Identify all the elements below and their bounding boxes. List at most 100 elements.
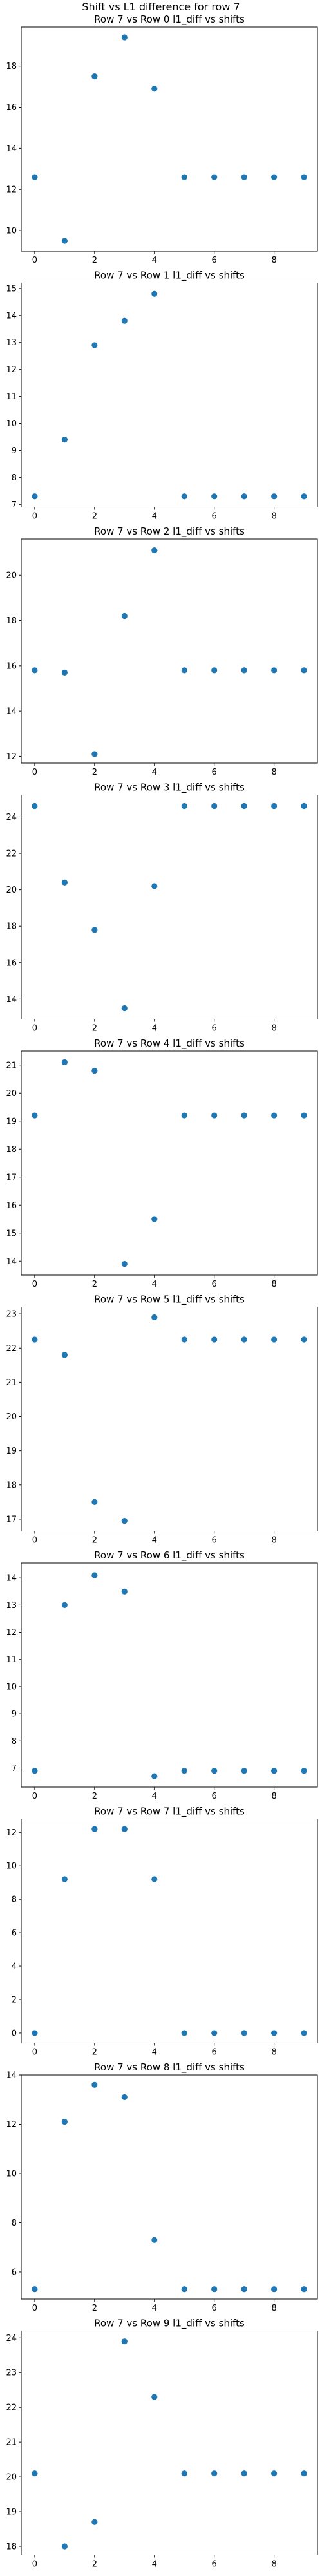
- chart-4-point: [151, 1216, 158, 1222]
- chart-4-title: Row 7 vs Row 4 l1_diff vs shifts: [94, 1037, 245, 1050]
- chart-6-ytick-label: 13: [6, 1601, 17, 1611]
- chart-8-xtick-label: 4: [152, 2304, 157, 2313]
- chart-4-point: [181, 1112, 187, 1119]
- chart-3-xtick-label: 2: [92, 1024, 97, 1034]
- chart-4-ytick-label: 18: [6, 1145, 17, 1155]
- chart-9-point: [271, 2470, 278, 2477]
- chart-2-point: [32, 667, 38, 674]
- chart-5-point: [61, 1352, 68, 1358]
- chart-4-point: [121, 1261, 128, 1267]
- chart-2-plot-frame: [21, 538, 318, 764]
- chart-6-ytick-label: 12: [6, 1628, 17, 1638]
- chart-0-point: [61, 238, 68, 244]
- chart-7-point: [151, 1876, 158, 1882]
- chart-3-point: [241, 802, 247, 810]
- chart-1-ytick-label: 8: [12, 473, 17, 483]
- chart-9-plot-frame: [21, 2331, 318, 2555]
- chart-5-point: [271, 1336, 278, 1343]
- chart-6-point: [32, 1768, 38, 1774]
- chart-6-ytick-label: 10: [6, 1682, 17, 1692]
- chart-1-point: [241, 493, 247, 500]
- chart-3-point: [61, 879, 68, 886]
- chart-6-xtick-label: 4: [152, 1792, 157, 1801]
- chart-5-point: [32, 1336, 38, 1343]
- chart-0-xtick-label: 2: [92, 256, 97, 265]
- chart-6-xtick-label: 0: [32, 1792, 37, 1801]
- chart-9-ytick-label: 20: [6, 2473, 17, 2483]
- figure-suptitle: Shift vs L1 difference for row 7: [82, 1, 240, 13]
- chart-4-xtick-label: 6: [212, 1280, 217, 1289]
- chart-1-point: [271, 493, 278, 500]
- chart-5-title: Row 7 vs Row 5 l1_diff vs shifts: [94, 1294, 245, 1306]
- chart-7-ytick-label: 0: [12, 2029, 17, 2038]
- chart-9-point: [151, 2394, 158, 2400]
- chart-3-point: [121, 1005, 128, 1012]
- chart-7-ytick-label: 6: [12, 1929, 17, 1938]
- chart-1-ytick-label: 11: [6, 392, 17, 402]
- chart-8-point: [241, 2286, 247, 2293]
- chart-7-point: [91, 1826, 98, 1832]
- chart-9-point: [121, 2338, 128, 2345]
- chart-3-ytick-label: 20: [6, 886, 17, 895]
- chart-3-ytick-label: 24: [6, 813, 17, 822]
- chart-3-point: [271, 802, 278, 810]
- chart-9-point: [181, 2470, 187, 2477]
- chart-7-ytick-label: 4: [12, 1962, 17, 1972]
- chart-4-ytick-label: 17: [6, 1173, 17, 1182]
- chart-0-title: Row 7 vs Row 0 l1_diff vs shifts: [94, 14, 245, 26]
- chart-1-point: [32, 493, 38, 500]
- chart-0-xtick-label: 4: [152, 256, 157, 265]
- chart-1-ytick-label: 9: [12, 446, 17, 456]
- chart-9-xtick-label: 4: [152, 2560, 157, 2570]
- chart-6-xtick-label: 8: [271, 1792, 276, 1801]
- chart-6-ytick-label: 11: [6, 1655, 17, 1665]
- chart-6-point: [121, 1588, 128, 1595]
- chart-9-xtick-label: 2: [92, 2560, 97, 2570]
- chart-4-ytick-label: 15: [6, 1229, 17, 1238]
- chart-0-ytick-label: 12: [6, 185, 17, 195]
- chart-0-point: [121, 34, 128, 41]
- chart-8-point: [91, 2081, 98, 2088]
- chart-5-plot-frame: [21, 1307, 318, 1531]
- chart-8-point: [211, 2286, 218, 2293]
- chart-9-point: [301, 2470, 307, 2477]
- chart-4-point: [91, 1067, 98, 1074]
- chart-3-xtick-label: 0: [32, 1024, 37, 1034]
- chart-6-xtick-label: 2: [92, 1792, 97, 1801]
- chart-3-point: [151, 883, 158, 889]
- chart-2-point: [61, 669, 68, 676]
- chart-3-ytick-label: 18: [6, 922, 17, 932]
- chart-7-xtick-label: 0: [32, 2048, 37, 2058]
- chart-7-ytick-label: 2: [12, 1995, 17, 2005]
- chart-2-xtick-label: 6: [212, 768, 217, 777]
- chart-3-point: [211, 802, 218, 810]
- chart-1-point: [211, 493, 218, 500]
- chart-5-point: [91, 1499, 98, 1505]
- chart-5-ytick-label: 23: [6, 1310, 17, 1320]
- chart-0-xtick-label: 0: [32, 256, 37, 265]
- chart-6-plot-frame: [21, 1562, 318, 1788]
- chart-0-point: [151, 86, 158, 92]
- chart-7-point: [32, 2030, 38, 2036]
- chart-1-xtick-label: 8: [271, 512, 276, 522]
- chart-0-point: [91, 73, 98, 80]
- chart-4-ytick-label: 21: [6, 1061, 17, 1070]
- chart-3-ytick-label: 22: [6, 849, 17, 859]
- chart-9-point: [241, 2470, 247, 2477]
- chart-6-ytick-label: 9: [12, 1710, 17, 1719]
- chart-9-xtick-label: 0: [32, 2560, 37, 2570]
- chart-6-point: [181, 1768, 187, 1774]
- chart-3-plot-frame: [21, 795, 318, 1019]
- chart-9-point: [32, 2470, 38, 2477]
- chart-7-point: [61, 1876, 68, 1882]
- chart-0-ytick-label: 10: [6, 227, 17, 236]
- chart-9-xtick-label: 8: [271, 2560, 276, 2570]
- chart-9-ytick-label: 22: [6, 2403, 17, 2413]
- chart-5-xtick-label: 8: [271, 1536, 276, 1546]
- chart-8-ytick-label: 6: [12, 2268, 17, 2277]
- chart-4-xtick-label: 2: [92, 1280, 97, 1289]
- chart-6-point: [151, 1773, 158, 1779]
- chart-2-xtick-label: 2: [92, 768, 97, 777]
- chart-9-title: Row 7 vs Row 9 l1_diff vs shifts: [94, 2318, 245, 2330]
- chart-5-point: [301, 1336, 307, 1343]
